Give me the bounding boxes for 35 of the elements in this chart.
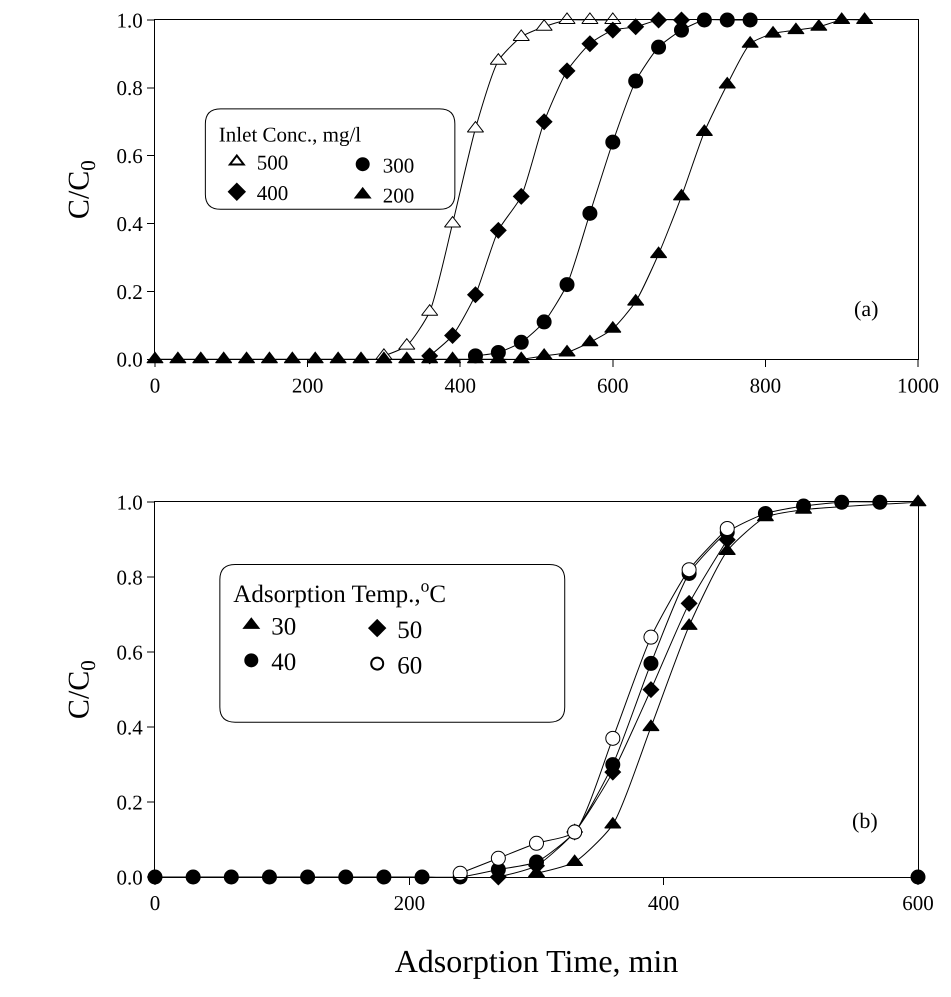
legend-title: Inlet Conc., mg/l [218,122,362,146]
y-tick-label: 0.6 [116,144,143,168]
x-tick-label: 0 [150,891,160,916]
y-tick-label: 0.8 [116,566,143,590]
x-tick-label: 200 [394,891,426,916]
y-tick-label: 0.6 [116,640,143,664]
x-tick-label: 1000 [897,373,939,398]
legend-label: 200 [382,184,414,208]
legend-label: 60 [397,652,422,680]
x-tick-label: 800 [750,373,782,398]
y-tick-label: 1.0 [116,490,143,515]
x-tick-label: 0 [150,373,160,398]
y-tick-label: 0.2 [116,790,143,814]
legend-label: 40 [271,649,296,676]
legend-label: 500 [256,150,288,175]
x-tick-label: 400 [444,373,476,398]
y-tick-label: 0.4 [116,715,144,740]
y-tick-label: 0.8 [116,76,143,100]
text: (b) [852,808,878,833]
y-tick-label: 0.0 [116,865,143,890]
text: (a) [854,296,878,321]
x-tick-label: 200 [292,373,324,398]
legend-label: 30 [271,614,296,641]
legend-label: 300 [382,153,414,178]
x-tick-label: 600 [902,891,934,916]
legend-title: Adsorption Temp.,$^{o}$C [233,576,446,608]
y-tick-label: 0.4 [116,212,144,236]
x-tick-label: 600 [597,373,629,398]
x-tick-label: 400 [648,891,680,916]
y-tick-label: 1.0 [116,8,143,32]
legend-label: 400 [256,180,288,205]
legend-label: 50 [397,616,422,644]
y-tick-label: 0.2 [116,280,143,304]
y-tick-label: 0.0 [116,348,143,372]
x-axis-title: Adsorption Time, min [394,943,678,980]
